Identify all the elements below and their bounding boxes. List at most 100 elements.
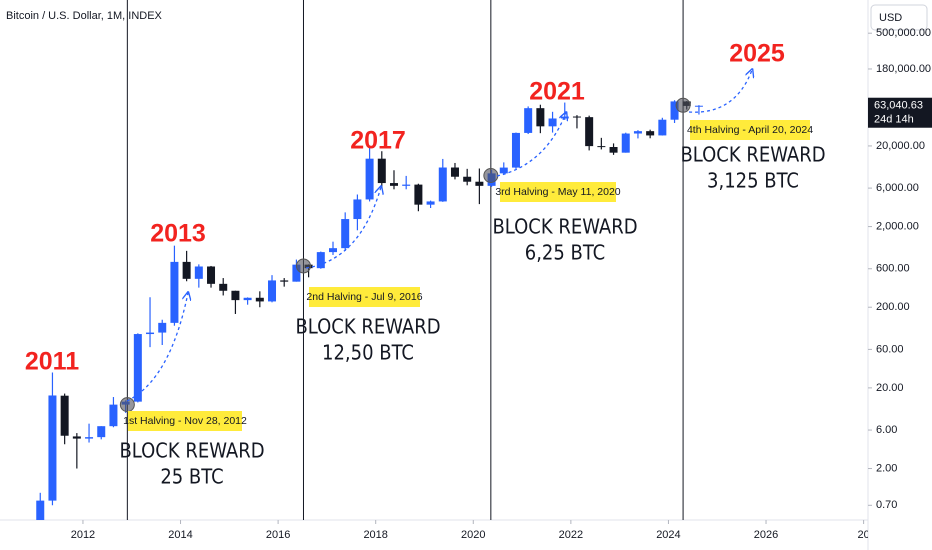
- x-tick-label: 2022: [559, 529, 583, 541]
- reward-title: BLOCK REWARD: [492, 215, 637, 239]
- candle-body: [36, 500, 45, 520]
- y-tick-label: 60.00: [876, 343, 904, 355]
- candle-body: [463, 176, 472, 182]
- candle-body: [426, 201, 435, 205]
- reward-value: 6,25 BTC: [525, 241, 606, 265]
- y-tick-label: 0.70: [876, 499, 897, 511]
- candle-body: [85, 437, 94, 439]
- currency: USD: [879, 12, 902, 24]
- candle-body: [255, 297, 264, 302]
- candle-body: [572, 116, 581, 118]
- candle-body: [316, 252, 325, 269]
- candle-body: [499, 167, 508, 174]
- y-tick-label: 20,000.00: [876, 140, 925, 152]
- candle-body: [402, 184, 411, 186]
- halving-tag: 2nd Halving - Jul 9, 2016: [306, 291, 422, 303]
- halving-tag-bg: [500, 182, 616, 202]
- candle-body: [280, 280, 289, 282]
- currency-button[interactable]: [870, 4, 928, 31]
- halving-tag-bg: [128, 411, 242, 431]
- candle-body: [109, 404, 118, 427]
- x-tick-label: 2020: [461, 529, 485, 541]
- plot: [36, 0, 703, 520]
- halving-tag: 1st Halving - Nov 28, 2012: [123, 415, 247, 427]
- chart-title: Bitcoin / U.S. Dollar, 1M, INDEX: [6, 10, 163, 22]
- candle-body: [511, 132, 520, 168]
- cycle-label: 2011: [25, 348, 79, 376]
- x-tick-label: 20: [857, 529, 869, 541]
- candle-body: [158, 322, 167, 333]
- halving-tag-bg: [690, 120, 810, 140]
- x-tick-label: 2014: [168, 529, 192, 541]
- countdown: 24d 14h: [874, 114, 914, 126]
- candle-body: [341, 219, 350, 249]
- candle-body: [292, 264, 301, 282]
- candle-body: [72, 436, 81, 439]
- reward-value: 12,50 BTC: [322, 341, 414, 365]
- candle-body: [548, 118, 557, 127]
- candle-body: [633, 131, 642, 134]
- halving-point: [675, 97, 691, 113]
- y-tick-label: 180,000.00: [876, 63, 931, 75]
- candle-body: [133, 334, 142, 402]
- candle-body: [646, 131, 655, 136]
- last-price-bg: [868, 97, 932, 128]
- candle-body: [329, 248, 338, 253]
- candle-body: [182, 261, 191, 279]
- reward-value: 3,125 BTC: [707, 169, 799, 193]
- cycle-label: 2025: [729, 40, 785, 68]
- candle-body: [243, 297, 252, 301]
- cycle-label: 2013: [150, 220, 206, 248]
- halving-point: [295, 258, 311, 274]
- candle-body: [170, 261, 179, 323]
- halving-point: [483, 167, 499, 183]
- x-tick-label: 2018: [363, 529, 387, 541]
- x-tick-label: 2026: [754, 529, 778, 541]
- y-tick-label: 2.00: [876, 462, 897, 474]
- candle-body: [389, 183, 398, 186]
- y-tick-label: 6,000.00: [876, 182, 919, 194]
- arrow: [496, 113, 566, 177]
- reward-title: BLOCK REWARD: [295, 315, 440, 339]
- candle-body: [97, 426, 106, 438]
- candle-body: [146, 332, 155, 335]
- reward-title: BLOCK REWARD: [119, 439, 264, 463]
- y-tick-label: 600.00: [876, 263, 910, 275]
- candle-body: [621, 133, 630, 153]
- x-tick-label: 2024: [656, 529, 680, 541]
- halving-tag: 3rd Halving - May 11, 2020: [495, 186, 620, 198]
- candle-body: [585, 117, 594, 147]
- candle-body: [207, 266, 216, 284]
- candle-body: [670, 101, 679, 120]
- y-tick-label: 500,000.00: [876, 27, 931, 39]
- candle-body: [231, 290, 240, 301]
- arrow: [688, 70, 752, 113]
- candle-body: [658, 119, 667, 136]
- reward-value: 25 BTC: [160, 465, 223, 489]
- candle-body: [60, 395, 69, 436]
- candle-body: [694, 105, 703, 107]
- candle-body: [475, 181, 484, 186]
- candle-body: [438, 167, 447, 202]
- y-tick-label: 20.00: [876, 382, 904, 394]
- candle-body: [365, 158, 374, 200]
- candle-body: [597, 146, 606, 148]
- candle-body: [536, 108, 545, 127]
- candle-body: [609, 147, 618, 153]
- halving-point: [119, 397, 135, 413]
- arrow: [126, 293, 188, 402]
- y-tick-label: 200.00: [876, 301, 910, 313]
- halving-tag: 4th Halving - April 20, 2024: [687, 124, 813, 136]
- candle-body: [268, 280, 277, 302]
- cycle-label: 2021: [529, 78, 585, 106]
- y-tick-label: 6.00: [876, 424, 897, 436]
- halving-tag-bg: [309, 287, 420, 307]
- candle-body: [414, 184, 423, 205]
- x-tick-label: 2012: [71, 529, 95, 541]
- candle-body: [377, 158, 386, 184]
- x-axis: 2012 2014 2016 2018 2020 2022 2024 2026 20: [71, 520, 869, 541]
- candle-body: [48, 395, 57, 501]
